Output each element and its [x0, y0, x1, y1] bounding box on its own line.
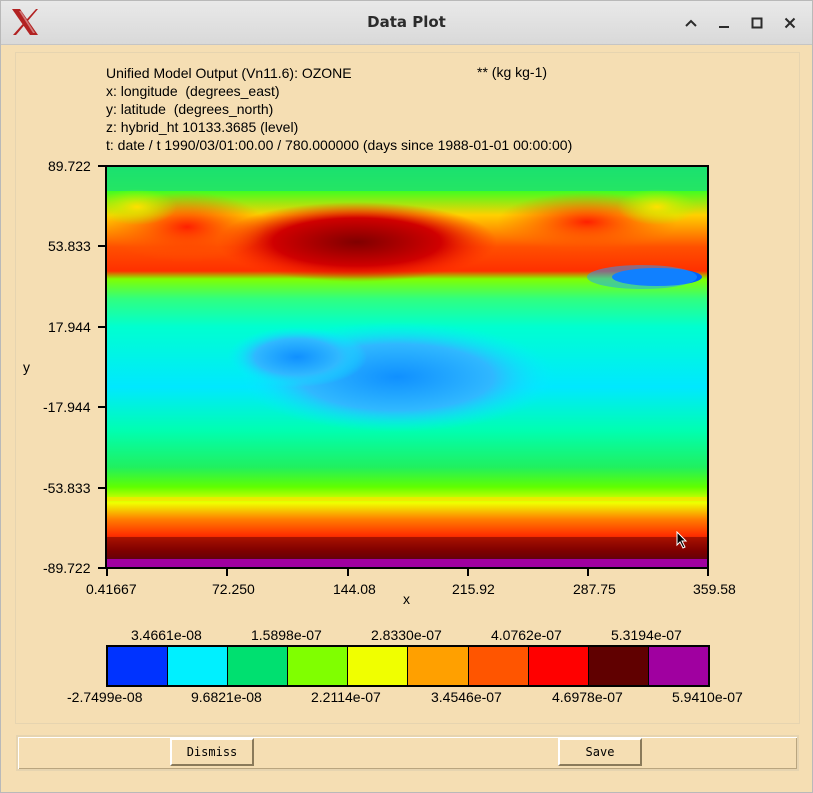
x-axis-label: x — [403, 591, 410, 607]
colorbar-bottom-label: 2.2114e-07 — [311, 689, 381, 705]
colorbar-bottom-label: 5.9410e-07 — [672, 689, 743, 705]
colorbar-top-label: 3.4661e-08 — [131, 627, 202, 643]
save-button[interactable]: Save — [558, 738, 642, 766]
colorbar-swatch — [648, 647, 708, 685]
y-tick — [98, 165, 106, 167]
y-tick — [98, 326, 106, 328]
x-tick-label: 287.75 — [573, 581, 616, 597]
colorbar-bottom-label: -2.7499e-08 — [67, 689, 143, 705]
colorbar-bottom-label: 9.6821e-08 — [191, 689, 262, 705]
mouse-cursor-icon — [676, 531, 688, 549]
x-tick-label: 144.08 — [333, 581, 376, 597]
x-tick — [587, 568, 589, 576]
colorbar-swatch — [168, 647, 229, 685]
colorbar-top-label: 5.3194e-07 — [611, 627, 682, 643]
colorbar-bottom-label: 3.4546e-07 — [431, 689, 502, 705]
colorbar-swatch — [528, 647, 589, 685]
t-description: t: date / t 1990/03/01:00.00 / 780.00000… — [106, 137, 573, 153]
y-tick — [98, 406, 106, 408]
minimize-icon — [719, 26, 729, 28]
y-tick-label: -53.833 — [43, 480, 91, 496]
z-description: z: hybrid_ht 10133.3685 (level) — [106, 119, 299, 135]
y-tick — [98, 487, 106, 489]
colorbar-swatch — [108, 647, 169, 685]
close-button[interactable] — [779, 12, 801, 34]
plot-title-line: Unified Model Output (Vn11.6): OZONE — [106, 65, 352, 81]
colorbar-bottom-label: 4.6978e-07 — [552, 689, 623, 705]
dismiss-button[interactable]: Dismiss — [170, 738, 254, 766]
x-tick — [707, 568, 709, 576]
plot-info: Unified Model Output (Vn11.6): OZONE x: … — [106, 64, 572, 154]
x-tick — [467, 568, 469, 576]
colorbar-swatch — [588, 647, 649, 685]
x-tick — [226, 568, 228, 576]
maximize-button[interactable] — [746, 12, 768, 34]
colorbar-swatch — [408, 647, 469, 685]
colorbar-swatch — [468, 647, 529, 685]
x-tick — [347, 568, 349, 576]
ozone-field-plot — [105, 165, 709, 569]
colorbar — [106, 645, 710, 687]
y-description: y: latitude (degrees_north) — [106, 101, 274, 117]
y-tick — [98, 567, 106, 569]
button-bar — [16, 735, 799, 771]
x-tick-label: 72.250 — [212, 581, 255, 597]
shade-button[interactable] — [680, 12, 702, 34]
maximize-icon — [751, 17, 763, 29]
colorbar-top-label: 4.0762e-07 — [491, 627, 562, 643]
minimize-button[interactable] — [713, 12, 735, 34]
chevron-up-icon — [685, 19, 697, 27]
colorbar-top-label: 2.8330e-07 — [371, 627, 442, 643]
y-axis-label: y — [23, 359, 30, 375]
x-logo-icon — [12, 9, 38, 35]
colorbar-top-label: 1.5898e-07 — [251, 627, 322, 643]
colorbar-swatch — [288, 647, 349, 685]
ozone-field-image — [107, 167, 707, 567]
title-bar[interactable]: Data Plot — [1, 1, 812, 45]
x-tick-label: 0.41667 — [86, 581, 137, 597]
y-tick — [98, 245, 106, 247]
units-label: ** (kg kg-1) — [477, 64, 548, 80]
close-icon — [784, 17, 796, 29]
plot-panel — [15, 52, 800, 724]
y-tick-label: 53.833 — [48, 238, 91, 254]
colorbar-swatch — [348, 647, 409, 685]
y-tick-label: 89.722 — [48, 158, 91, 174]
y-tick-label: 17.944 — [48, 319, 91, 335]
colorbar-swatch — [228, 647, 289, 685]
x-tick-label: 359.58 — [693, 581, 736, 597]
y-tick-label: -17.944 — [43, 399, 91, 415]
y-tick-label: -89.722 — [43, 560, 91, 576]
x-tick-label: 215.92 — [452, 581, 495, 597]
x-description: x: longitude (degrees_east) — [106, 83, 280, 99]
window-title: Data Plot — [367, 13, 446, 31]
x-tick — [106, 568, 108, 576]
